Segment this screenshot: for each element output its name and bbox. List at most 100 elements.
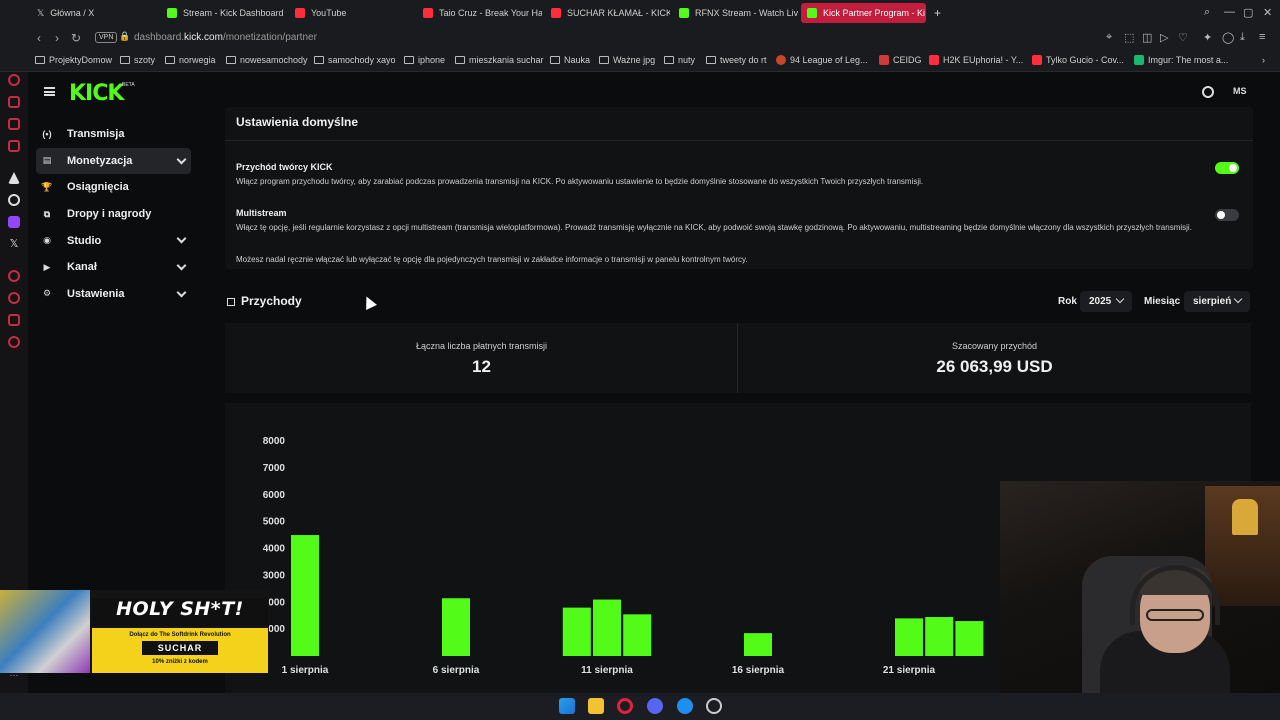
month-select[interactable]: sierpień	[1184, 291, 1250, 312]
chart-bar[interactable]	[442, 598, 470, 656]
bookmark-wazne-jpg[interactable]: Ważne jpg	[599, 55, 655, 65]
sidebar-history-icon[interactable]	[8, 74, 20, 86]
bookmark-nowesamochody[interactable]: nowesamochody	[226, 55, 308, 65]
sidebar-messenger-icon[interactable]	[8, 118, 20, 130]
sidebar-chat-icon[interactable]	[8, 314, 20, 326]
sidebar-player-icon[interactable]	[8, 270, 20, 282]
bookmark-norwegia[interactable]: norwegia	[165, 55, 216, 65]
tab-taio-cruz[interactable]: Taio Cruz - Break Your Ha	[417, 3, 542, 23]
bookmark-samochody-xayo[interactable]: samochody xayo	[314, 55, 396, 65]
sidebar-chatgpt-icon[interactable]	[8, 194, 20, 206]
play-icon[interactable]: ▷	[1160, 32, 1169, 44]
nav-item-studio[interactable]: ◉ Studio	[36, 227, 191, 254]
bookmark-label: 94 League of Leg...	[790, 55, 868, 65]
bookmark-imgur[interactable]: Imgur: The most a...	[1134, 55, 1228, 65]
chart-bar[interactable]	[955, 621, 984, 656]
chart-bar[interactable]	[895, 618, 923, 656]
x-tick-label: 21 sierpnia	[883, 665, 936, 676]
forward-icon[interactable]: ›	[55, 31, 59, 45]
bookmark-szoty[interactable]: szoty	[120, 55, 155, 65]
sidebar-aria-icon[interactable]	[8, 172, 20, 184]
close-window-icon[interactable]: ✕	[1263, 7, 1273, 19]
heart-icon[interactable]: ♡	[1178, 32, 1188, 44]
sidebar-extensions-icon[interactable]	[8, 96, 20, 108]
tab-suchar[interactable]: SUCHAR KŁAMAŁ - KICK	[545, 3, 670, 23]
nav-item-ustawienia[interactable]: ⚙ Ustawienia	[36, 281, 191, 308]
bookmark-ceidg[interactable]: CEIDG	[879, 55, 922, 65]
bookmark-nuty[interactable]: nuty	[664, 55, 695, 65]
account-icon[interactable]: ◯	[1222, 32, 1235, 44]
nav-item-monetyzacja[interactable]: ▤ Monetyzacja	[36, 147, 191, 175]
sidebar-clock-icon[interactable]	[8, 292, 20, 304]
obs-icon[interactable]	[706, 698, 722, 714]
nav-item-kanal[interactable]: ▶ Kanał	[36, 254, 191, 281]
bookmark-mieszkania-suchar[interactable]: mieszkania suchar	[455, 55, 544, 65]
estimated-revenue-stat: Szacowany przychód 26 063,99 USD	[738, 323, 1251, 393]
studio-icon: ◉	[43, 235, 51, 246]
nav-item-dropy[interactable]: ⧉ Dropy i nagrody	[36, 201, 191, 228]
tab-kick-partner[interactable]: Kick Partner Program - Ki	[801, 3, 926, 23]
download-icon[interactable]: ⤓	[1240, 31, 1245, 43]
bookmark-nauka[interactable]: Nauka	[550, 55, 590, 65]
year-select[interactable]: 2025	[1080, 291, 1132, 312]
tab-rfnx[interactable]: RFNX Stream - Watch Liv	[673, 3, 798, 23]
chart-bar[interactable]	[623, 614, 652, 656]
vpn-badge[interactable]: VPN	[95, 32, 118, 43]
chart-bar[interactable]	[925, 617, 954, 656]
nav-item-osiagniecia[interactable]: 🏆 Osiągnięcia	[36, 174, 191, 201]
pin-icon[interactable]: ⌖	[1106, 31, 1113, 43]
multistream-toggle[interactable]	[1215, 209, 1239, 221]
kick-logo[interactable]: KICK	[69, 81, 124, 106]
sidebar-x-icon[interactable]: 𝕏	[9, 238, 19, 250]
bookmarks-overflow-icon[interactable]: ›	[1262, 55, 1265, 65]
tab-twitter[interactable]: 𝕏 Główna / X	[31, 3, 156, 23]
chart-bar[interactable]	[744, 633, 772, 656]
bookmark-label: szoty	[134, 55, 156, 65]
discord-icon[interactable]	[647, 698, 663, 714]
camera-icon[interactable]: ◫	[1142, 32, 1153, 44]
maximize-icon[interactable]: ▢	[1243, 7, 1254, 19]
extensions-icon[interactable]: ✦	[1203, 32, 1213, 44]
search-tabs-icon[interactable]: ⌕	[1204, 6, 1211, 18]
bookmark-h2k[interactable]: H2K EUphoria! - Y...	[929, 55, 1023, 65]
bookmark-iphone[interactable]: iphone	[404, 55, 445, 65]
avatar[interactable]: MS	[1233, 86, 1247, 96]
chart-bar[interactable]	[562, 607, 591, 656]
bookmark-tylko-gucio[interactable]: Tylko Gucio - Cov...	[1032, 55, 1124, 65]
url-domain: kick.com	[184, 32, 223, 43]
bookmark-league[interactable]: 94 League of Leg...	[776, 55, 868, 65]
bookmark-tweety[interactable]: tweety do rt	[706, 55, 767, 65]
bookmark-label: norwegia	[179, 55, 216, 65]
sidebar-twitch-icon[interactable]	[8, 216, 20, 228]
chart-bar[interactable]	[593, 599, 621, 656]
minimize-icon[interactable]: —	[1224, 6, 1235, 18]
opera-taskbar-icon[interactable]	[617, 698, 633, 714]
nav-item-transmisja[interactable]: (•) Transmisja	[36, 121, 191, 148]
screenshot-icon[interactable]: ⬚	[1124, 32, 1135, 44]
windows-start-icon[interactable]	[559, 698, 575, 714]
new-tab-button[interactable]: +	[928, 3, 944, 23]
sidebar-pinboard-icon[interactable]	[8, 140, 20, 152]
lock-icon[interactable]: 🔒	[119, 31, 131, 41]
bookmark-label: mieszkania suchar	[469, 55, 544, 65]
kick-topbar: KICK BETA MS	[28, 73, 1280, 113]
chevron-down-icon	[176, 287, 187, 298]
creator-revenue-toggle[interactable]	[1215, 162, 1239, 174]
sidebar-more-icon[interactable]: ···	[9, 670, 19, 680]
chart-bar[interactable]	[291, 535, 319, 656]
youtube-favicon-icon	[423, 8, 433, 18]
file-explorer-icon[interactable]	[588, 698, 604, 714]
kick-favicon-icon	[167, 8, 177, 18]
sidebar-settings-icon[interactable]	[8, 336, 20, 348]
url-field[interactable]: dashboard.kick.com/monetization/partner	[134, 32, 317, 43]
messenger-icon[interactable]	[677, 698, 693, 714]
tab-kick-dashboard[interactable]: Stream - Kick Dashboard	[161, 3, 286, 23]
creator-revenue-desc: Włącz program przychodu twórcy, aby zara…	[236, 177, 924, 186]
reload-icon[interactable]: ↻	[71, 31, 82, 45]
tab-youtube[interactable]: YouTube	[289, 3, 414, 23]
menu-icon[interactable]: ≡	[1259, 31, 1266, 43]
hamburger-menu-icon[interactable]	[44, 87, 55, 96]
bookmark-projektydomow[interactable]: ProjektyDomow	[35, 55, 112, 65]
search-icon[interactable]	[1202, 86, 1214, 98]
back-icon[interactable]: ‹	[37, 31, 41, 45]
